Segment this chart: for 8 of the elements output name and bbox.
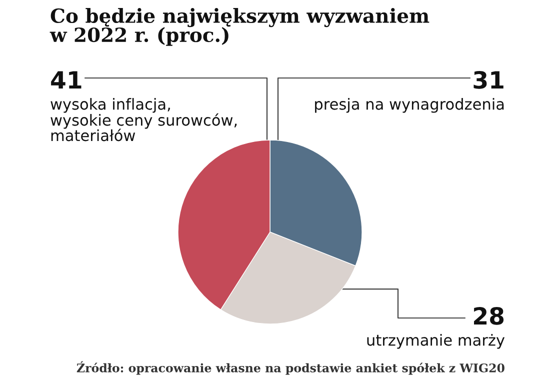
slice-label: utrzymanie marży <box>367 334 505 349</box>
data-label: 28 <box>474 306 504 325</box>
data-label: 31 <box>474 70 504 89</box>
chart-title: Co będzie największym wyzwaniem w 2022 r. (proc.) <box>50 8 430 46</box>
text: Źródło: opracowanie własne na podstawie ankiet spółek z WIG20 <box>76 361 504 375</box>
data-label: 41 <box>51 71 82 89</box>
slice-label: wysoka inflacja, wysokie ceny surowców, materiałów <box>50 98 237 142</box>
slice-label: presja na wynagrodzenia <box>315 98 504 113</box>
